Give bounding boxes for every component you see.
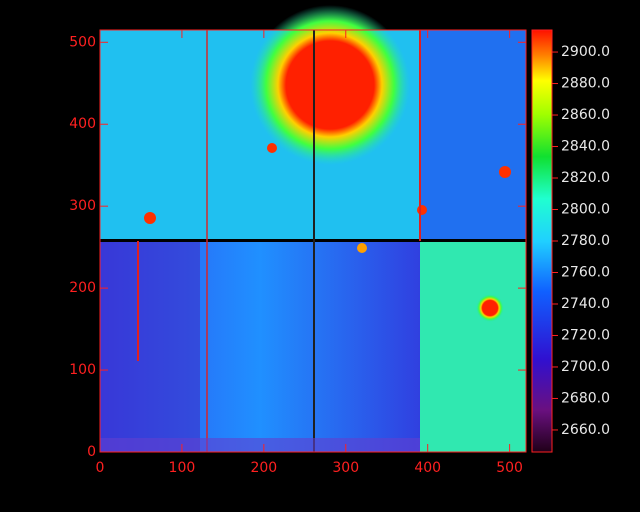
colorbar-tick-label: 2820.0 <box>561 170 610 186</box>
colorbar-tick-label: 2780.0 <box>561 233 610 249</box>
colorbar-tick-label: 2660.0 <box>561 422 610 438</box>
colorbar-tick-label: 2860.0 <box>561 107 610 123</box>
star <box>417 205 427 215</box>
star <box>144 212 156 224</box>
colorbar-tick-label: 2840.0 <box>561 139 610 155</box>
x-tick-label: 200 <box>250 460 277 476</box>
image-region <box>420 30 526 241</box>
image-band <box>100 438 420 452</box>
colorbar-tick-label: 2900.0 <box>561 44 610 60</box>
x-tick-label: 100 <box>169 460 196 476</box>
colorbar-tick-label: 2880.0 <box>561 76 610 92</box>
image-region <box>100 241 200 452</box>
bright-source <box>476 294 504 322</box>
image <box>100 5 526 452</box>
colorbar-tick-label: 2720.0 <box>561 327 610 343</box>
bright-source <box>250 5 410 165</box>
colorbar-tick-label: 2680.0 <box>561 390 610 406</box>
plot-frame <box>99 29 527 453</box>
colorbar <box>531 29 553 453</box>
x-tick-label: 300 <box>332 460 359 476</box>
y-tick-label: 500 <box>69 34 96 50</box>
x-tick-label: 400 <box>414 460 441 476</box>
column-defect <box>206 30 208 452</box>
star <box>357 243 367 253</box>
column-defect <box>419 30 421 241</box>
star <box>499 166 511 178</box>
star <box>267 143 277 153</box>
x-tick-label: 500 <box>496 460 523 476</box>
x-tick-label: 0 <box>96 460 105 476</box>
y-tick-label: 300 <box>69 198 96 214</box>
y-tick-label: 200 <box>69 280 96 296</box>
colorbar-tick-label: 2740.0 <box>561 296 610 312</box>
y-tick-label: 100 <box>69 362 96 378</box>
column-defect <box>137 241 139 361</box>
colorbar-tick-label: 2760.0 <box>561 264 610 280</box>
y-tick-label: 400 <box>69 116 96 132</box>
column-defect <box>313 30 315 452</box>
y-tick-label: 0 <box>87 444 96 460</box>
image-region <box>420 241 526 452</box>
colorbar-tick-label: 2700.0 <box>561 359 610 375</box>
colorbar-tick-label: 2800.0 <box>561 202 610 218</box>
